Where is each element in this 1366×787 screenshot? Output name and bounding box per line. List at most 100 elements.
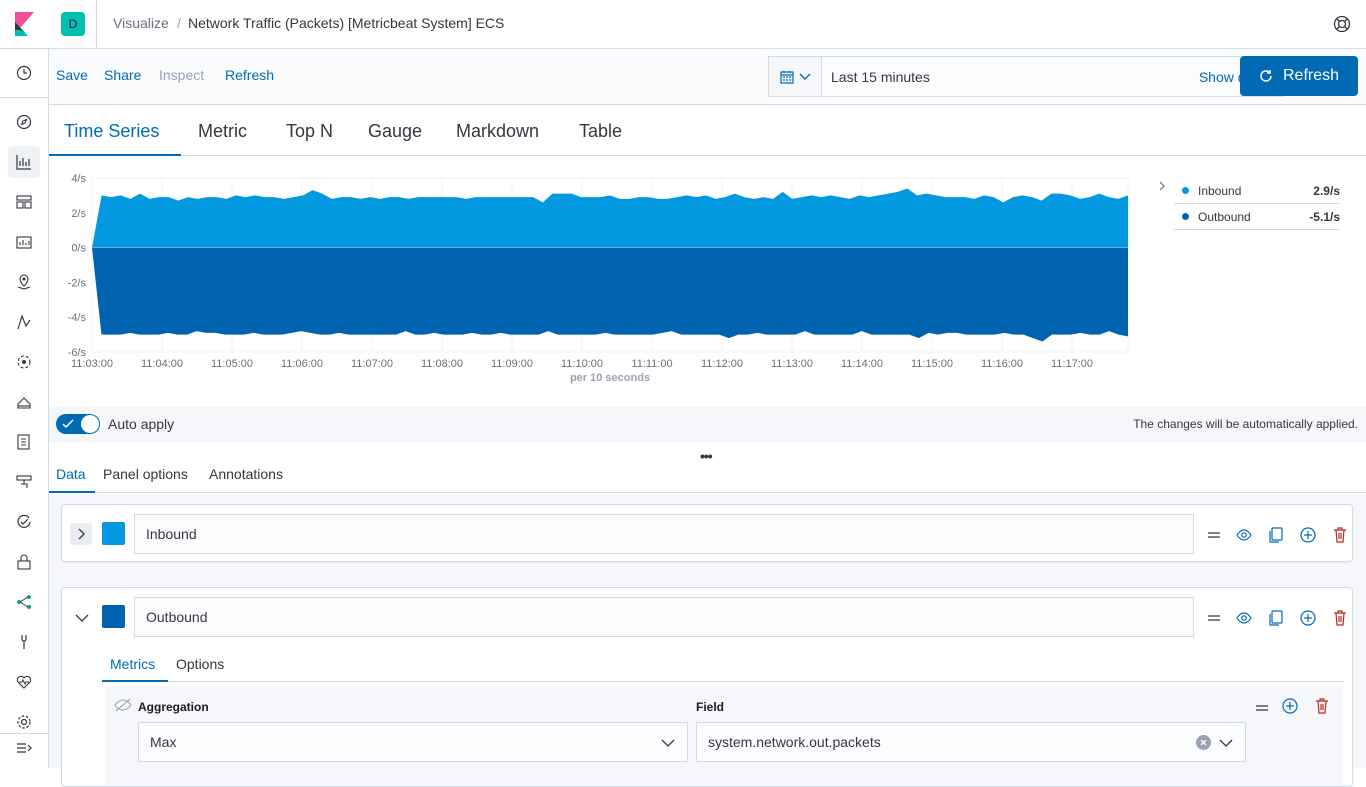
series-color-swatch[interactable] [102,605,125,628]
drag-handle-icon[interactable] [1256,698,1270,711]
graph-icon[interactable] [15,593,33,611]
x-tick-label: 11:05:00 [211,358,253,370]
add-series-icon[interactable] [1298,608,1318,628]
recently-viewed-icon[interactable] [15,64,33,82]
time-series-chart[interactable]: 11:03:00 11:04:00 11:05:00 11:06:00 11:07:00… [49,157,1139,397]
share-link[interactable]: Share [104,67,142,83]
tab-top-n[interactable]: Top N [286,121,334,141]
dev-tools-icon[interactable] [15,633,33,651]
tab-time-series[interactable]: Time Series [64,121,160,141]
add-series-icon[interactable] [1298,525,1318,545]
area-series-outbound [92,247,1128,342]
delete-series-icon[interactable] [1330,608,1350,628]
x-tick-label: 11:07:00 [351,358,393,370]
chart-legend: Inbound 2.9/s Outbound -5.1/s [1174,178,1340,230]
discover-icon[interactable] [15,113,33,131]
canvas-icon[interactable] [15,233,33,251]
clone-series-icon[interactable] [1266,608,1286,628]
active-tab-indicator [49,491,95,493]
uptime-icon[interactable] [15,473,33,491]
tab-table[interactable]: Table [579,121,623,141]
field-label: Field [696,700,725,714]
series-sub-tabs: Metrics Options [102,650,1344,682]
visualize-icon[interactable] [15,153,33,171]
x-tick-label: 11:12:00 [701,358,743,370]
infrastructure-icon[interactable] [15,353,33,371]
space-avatar[interactable]: D [61,12,85,36]
tab-annotations[interactable]: Annotations [209,466,283,482]
help-icon[interactable] [1333,15,1351,33]
x-tick-label: 11:03:00 [71,358,113,370]
tab-options[interactable]: Options [176,656,225,672]
x-tick-label: 11:15:00 [911,358,953,370]
legend-toggle-icon[interactable] [1157,181,1167,191]
logs-icon[interactable] [15,393,33,411]
calendar-icon [779,70,794,84]
toggle-visibility-icon[interactable] [1234,525,1254,545]
security-icon[interactable] [15,553,33,571]
chevron-right-icon [78,528,85,540]
top-header: D Visualize / Network Traffic (Packets) … [0,0,1366,49]
panel-resize-handle[interactable]: ••• [700,448,713,464]
management-icon[interactable] [15,713,33,731]
machine-learning-icon[interactable] [15,313,33,331]
add-metric-icon[interactable] [1282,698,1298,714]
legend-dot [1182,187,1189,194]
x-tick-label: 11:14:00 [841,358,883,370]
apm-icon[interactable] [15,433,33,451]
delete-metric-icon[interactable] [1315,698,1329,714]
breadcrumb-visualize[interactable]: Visualize [113,15,169,31]
refresh-button-label: Refresh [1282,67,1340,84]
inspect-link[interactable]: Inspect [159,67,205,83]
kibana-logo-icon[interactable] [12,12,36,36]
side-nav [0,49,49,768]
drag-handle-icon[interactable] [1204,608,1224,628]
tab-metric[interactable]: Metric [198,121,247,141]
drag-handle-icon[interactable] [1204,525,1224,545]
clone-series-icon[interactable] [1266,525,1286,545]
x-tick-label: 11:13:00 [771,358,813,370]
y-tick-label: 2/s [71,208,86,220]
aggregation-select[interactable]: Max [138,722,688,762]
monitoring-icon[interactable] [15,673,33,691]
expand-series-button[interactable] [70,523,92,545]
tab-metrics[interactable]: Metrics [110,656,156,672]
quick-select-button[interactable] [769,57,822,96]
series-panel-inbound: Inbound [61,504,1353,562]
save-link[interactable]: Save [56,67,88,83]
tab-panel-options[interactable]: Panel options [103,466,188,482]
tab-data[interactable]: Data [56,466,86,482]
legend-item-outbound[interactable]: Outbound -5.1/s [1174,204,1340,230]
series-label-input[interactable]: Outbound [134,597,1194,637]
field-select[interactable]: system.network.out.packets [696,722,1246,762]
y-tick-label: -4/s [68,312,87,324]
dashboard-icon[interactable] [15,193,33,211]
refresh-link[interactable]: Refresh [225,67,275,83]
active-tab-indicator [102,680,168,682]
maps-icon[interactable] [15,273,33,291]
tab-markdown[interactable]: Markdown [456,121,540,141]
legend-dot [1182,213,1189,220]
y-tick-label: 4/s [71,173,86,185]
editor-tabs: Data Panel options Annotations [49,457,1366,493]
series-color-swatch[interactable] [102,522,125,545]
toggle-visibility-icon[interactable] [1234,608,1254,628]
legend-label: Outbound [1198,210,1251,224]
siem-icon[interactable] [15,513,33,531]
nav-divider [0,97,48,98]
date-picker: Last 15 minutes Show dates [768,56,1283,97]
aggregation-value: Max [150,734,177,750]
clear-icon[interactable] [1196,735,1211,750]
chevron-down-icon[interactable] [75,610,89,622]
refresh-button[interactable]: Refresh [1240,56,1358,96]
eye-closed-icon[interactable] [114,698,132,712]
nav-divider-bottom [0,733,48,734]
delete-series-icon[interactable] [1330,525,1350,545]
date-range-text[interactable]: Last 15 minutes [831,69,930,85]
collapse-nav-icon[interactable] [15,739,33,757]
auto-apply-toggle[interactable] [56,414,100,434]
series-label-input[interactable]: Inbound [134,514,1194,554]
series-panel-outbound: Outbound Metrics Options Aggregation Max [61,587,1353,787]
tab-gauge[interactable]: Gauge [368,121,423,141]
legend-item-inbound[interactable]: Inbound 2.9/s [1174,178,1340,204]
